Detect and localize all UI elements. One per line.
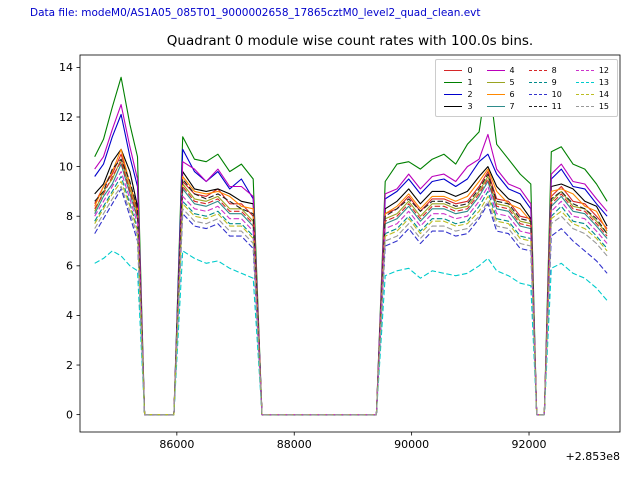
legend-line-swatch [486, 93, 505, 95]
x-axis-offset-label: +2.853e8 [565, 450, 620, 463]
y-tick-label: 10 [59, 160, 73, 173]
legend-entry-10: 10 [528, 89, 562, 99]
series-line-2 [94, 113, 608, 416]
x-tick-label: 86000 [159, 438, 194, 451]
legend-line-swatch [444, 105, 463, 107]
legend-label: 14 [598, 89, 609, 99]
legend-entry-7: 7 [486, 101, 515, 111]
legend-line-swatch [486, 105, 505, 107]
legend-line-swatch [575, 105, 594, 107]
legend-line-swatch [528, 93, 547, 95]
datafile-header: Data file: modeM0/AS1A05_085T01_90000026… [30, 7, 481, 19]
series-line-8 [94, 161, 608, 416]
legend-entry-6: 6 [486, 89, 515, 99]
legend-label: 10 [551, 89, 562, 99]
legend-entry-4: 4 [486, 65, 515, 75]
chart-title: Quadrant 0 module wise count rates with … [166, 33, 534, 49]
x-tick-label: 90000 [394, 438, 429, 451]
legend-entry-14: 14 [575, 89, 609, 99]
legend-label: 9 [551, 77, 557, 87]
legend-entry-5: 5 [486, 77, 515, 87]
legend-line-swatch [444, 81, 463, 83]
legend-label: 8 [551, 65, 557, 75]
series-line-14 [94, 180, 608, 416]
legend-entry-8: 8 [528, 65, 562, 75]
legend-line-swatch [444, 93, 463, 95]
legend-line-swatch [528, 105, 547, 107]
series-line-7 [94, 163, 608, 416]
legend-label: 13 [598, 77, 609, 87]
axes-frame [79, 54, 621, 433]
legend-label: 4 [509, 65, 515, 75]
legend-line-swatch [486, 81, 505, 83]
series-line-11 [94, 158, 608, 416]
series-line-0 [94, 153, 608, 416]
series-line-10 [94, 188, 608, 416]
legend-line-swatch [575, 81, 594, 83]
legend-entry-9: 9 [528, 77, 562, 87]
series-line-6 [94, 148, 608, 416]
y-tick-label: 0 [66, 408, 73, 421]
legend-line-swatch [575, 93, 594, 95]
series-line-13 [94, 250, 608, 416]
x-tick-label: 92000 [512, 438, 547, 451]
legend-line-swatch [444, 69, 463, 71]
legend-entry-0: 0 [444, 65, 473, 75]
y-tick-label: 8 [66, 210, 73, 223]
series-line-1 [94, 71, 608, 416]
y-tick-label: 4 [66, 309, 73, 322]
legend-label: 15 [598, 101, 609, 111]
series-line-4 [94, 104, 608, 416]
legend-entry-3: 3 [444, 101, 473, 111]
series-line-5 [94, 158, 608, 416]
y-tick-label: 2 [66, 359, 73, 372]
legend-label: 2 [467, 89, 473, 99]
legend-entry-1: 1 [444, 77, 473, 87]
x-tick-label: 88000 [277, 438, 312, 451]
legend-label: 0 [467, 65, 473, 75]
series-line-9 [94, 175, 608, 416]
legend-entry-2: 2 [444, 89, 473, 99]
legend-entry-15: 15 [575, 101, 609, 111]
legend-line-swatch [575, 69, 594, 71]
legend-line-swatch [528, 69, 547, 71]
legend-label: 12 [598, 65, 609, 75]
series-line-3 [94, 148, 608, 416]
legend-label: 1 [467, 77, 473, 87]
y-tick-label: 14 [59, 61, 73, 74]
legend-line-swatch [528, 81, 547, 83]
y-tick-label: 12 [59, 111, 73, 124]
legend-label: 11 [551, 101, 562, 111]
legend-label: 6 [509, 89, 515, 99]
legend-entry-13: 13 [575, 77, 609, 87]
y-tick-label: 6 [66, 260, 73, 273]
legend-label: 7 [509, 101, 515, 111]
series-line-15 [94, 185, 608, 416]
legend-line-swatch [486, 69, 505, 71]
legend-entry-12: 12 [575, 65, 609, 75]
legend: 0 1 2 3 4 5 6 7 8 9 10 11 12 13 14 15 [435, 59, 618, 117]
legend-entry-11: 11 [528, 101, 562, 111]
legend-label: 5 [509, 77, 515, 87]
legend-label: 3 [467, 101, 473, 111]
